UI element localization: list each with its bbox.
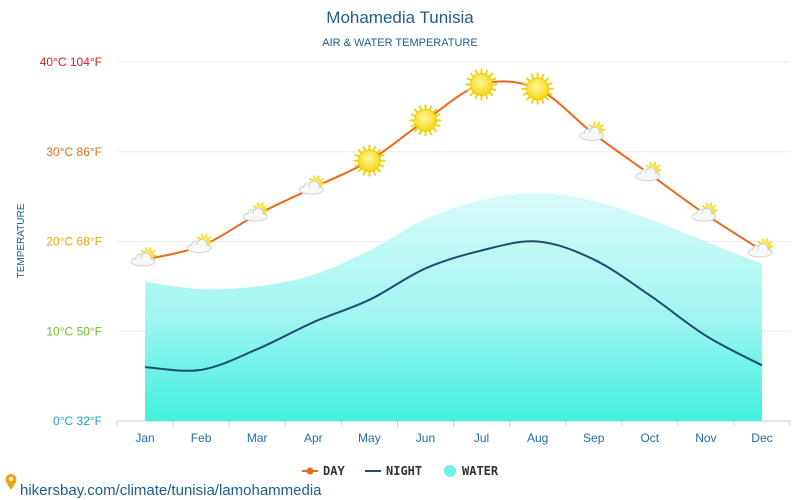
legend-night[interactable]: NIGHT — [365, 464, 422, 478]
x-tick-labels: Jan Feb Mar Apr May Jun Jul Aug Sep Oct Nov Dec — [116, 421, 791, 445]
x-tick-label: Apr — [304, 431, 323, 445]
y-tick-label: 40°C 104°F — [40, 55, 102, 69]
x-tick-label: Oct — [640, 431, 659, 445]
x-tick-label: Aug — [527, 431, 548, 445]
water-area — [145, 193, 762, 421]
partly-cloudy-icon[interactable] — [242, 202, 269, 222]
sun-icon[interactable] — [465, 68, 498, 101]
x-tick-label: May — [358, 431, 381, 445]
y-tick-label: 30°C 86°F — [46, 145, 102, 159]
location-pin-icon — [5, 474, 17, 490]
y-tick-label: 20°C 68°F — [46, 235, 102, 249]
x-tick-label: Jan — [135, 431, 154, 445]
x-tick-label: Mar — [247, 431, 268, 445]
sun-icon[interactable] — [353, 144, 386, 177]
sun-icon[interactable] — [409, 104, 442, 137]
legend-water[interactable]: WATER — [444, 464, 499, 478]
x-tick-label: Dec — [751, 431, 772, 445]
x-tick-label: Feb — [191, 431, 212, 445]
partly-cloudy-icon[interactable] — [635, 161, 662, 182]
legend: DAY NIGHT WATER — [302, 464, 499, 478]
legend-day-label: DAY — [323, 464, 345, 478]
partly-cloudy-icon[interactable] — [747, 238, 774, 258]
x-tick-label: Jul — [474, 431, 489, 445]
x-tick-label: Jun — [416, 431, 435, 445]
y-axis-label: TEMPERATURE — [16, 203, 27, 278]
footer[interactable]: hikersbay.com/climate/tunisia/lamohammed… — [5, 474, 323, 499]
legend-water-swatch — [444, 465, 456, 477]
legend-day[interactable]: DAY — [302, 464, 345, 478]
y-tick-label: 0°C 32°F — [53, 414, 102, 428]
legend-day-swatch-dot — [306, 467, 314, 475]
partly-cloudy-icon[interactable] — [579, 121, 606, 141]
x-tick-label: Nov — [695, 431, 716, 445]
y-tick-labels: 0°C 32°F 10°C 50°F 20°C 68°F 30°C 86°F 40°C … — [40, 55, 102, 428]
chart-title: Mohamedia Tunisia — [326, 8, 474, 27]
y-tick-label: 10°C 50°F — [46, 324, 102, 338]
sun-icon[interactable] — [521, 72, 554, 105]
partly-cloudy-icon[interactable] — [298, 175, 325, 195]
legend-water-label: WATER — [462, 464, 499, 478]
partly-cloudy-icon[interactable] — [130, 247, 157, 267]
legend-night-label: NIGHT — [386, 464, 422, 478]
partly-cloudy-icon[interactable] — [186, 233, 213, 253]
day-weather-icons — [130, 68, 774, 267]
partly-cloudy-icon[interactable] — [691, 202, 718, 222]
night-line — [144, 240, 763, 372]
x-tick-label: Sep — [583, 431, 605, 445]
chart-subtitle: AIR & WATER TEMPERATURE — [322, 37, 477, 49]
footer-url[interactable]: hikersbay.com/climate/tunisia/lamohammed… — [20, 482, 322, 499]
water-series — [145, 193, 762, 421]
night-series — [144, 240, 763, 372]
